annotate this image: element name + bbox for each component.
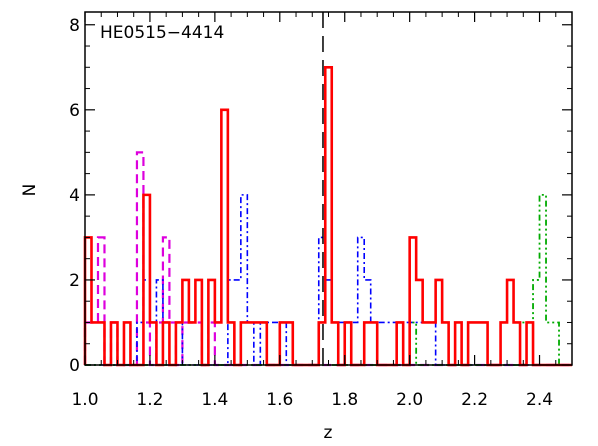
plot-frame <box>84 11 573 366</box>
series-1-histogram <box>85 194 572 366</box>
x-tick-label: 2.4 <box>526 390 553 410</box>
y-tick-label: 6 <box>69 101 80 121</box>
x-tick-label: 1.2 <box>136 390 163 410</box>
series-0-histogram <box>83 151 572 367</box>
x-tick-label: 1.0 <box>71 390 98 410</box>
x-tick-label: 1.6 <box>266 390 293 410</box>
x-axis-label: z <box>324 423 333 443</box>
x-tick-label: 2.0 <box>396 390 423 410</box>
x-tick-label: 1.8 <box>331 390 358 410</box>
y-axis-label: N <box>20 184 40 197</box>
x-tick-label: 2.2 <box>461 390 488 410</box>
y-tick-label: 0 <box>69 356 80 376</box>
series-layer <box>83 65 572 367</box>
chart-title: HE0515−4414 <box>100 23 224 43</box>
y-tick-label: 8 <box>69 16 80 36</box>
y-tick-label: 4 <box>69 186 80 206</box>
axes-layer: 1.0 1.2 1.4 1.6 1.8 2.0 2.2 2.4 0 2 4 6 8 <box>69 11 573 410</box>
series-3-histogram <box>83 65 572 367</box>
y-tick-label: 2 <box>69 271 80 291</box>
x-tick-label: 1.4 <box>201 390 228 410</box>
